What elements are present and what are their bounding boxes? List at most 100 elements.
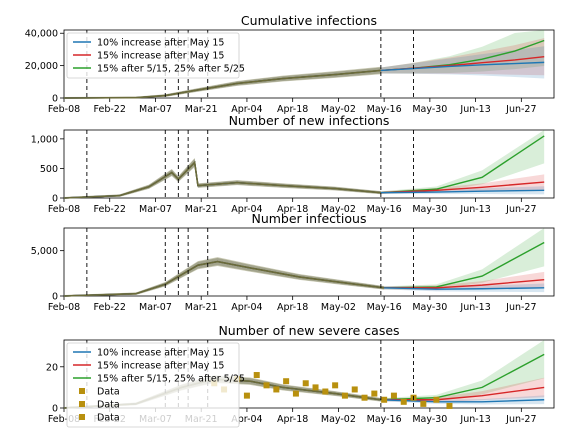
series-band xyxy=(64,38,545,98)
x-tick-label: Feb-08 xyxy=(48,414,80,425)
x-tick-label: Apr-04 xyxy=(231,414,262,425)
data-point xyxy=(420,400,427,407)
fit-band xyxy=(64,157,381,198)
fit-line xyxy=(63,260,385,297)
x-tick-label: Mar-21 xyxy=(185,104,218,115)
data-point xyxy=(243,392,250,399)
chart-title: Number infectious xyxy=(251,211,366,226)
x-tick-label: Jun-13 xyxy=(459,204,490,215)
legend-swatch xyxy=(79,388,85,394)
x-tick-label: May-02 xyxy=(321,104,356,115)
y-tick-label: 40,000 xyxy=(25,29,58,40)
plot-frame xyxy=(63,227,555,297)
chart-title: Cumulative infections xyxy=(241,13,377,28)
data-point xyxy=(302,380,309,387)
x-tick-label: May-02 xyxy=(321,414,356,425)
data-point xyxy=(351,386,358,393)
data-point xyxy=(341,392,348,399)
data-point xyxy=(400,398,407,405)
data-point xyxy=(253,372,260,379)
data-point xyxy=(322,388,329,395)
x-tick-label: Apr-04 xyxy=(231,204,262,215)
legend-box xyxy=(66,342,240,428)
fit-line xyxy=(63,160,381,199)
x-tick-label: May-30 xyxy=(412,414,447,425)
y-tick-label: 1,000 xyxy=(31,134,58,145)
x-tick-label: Apr-04 xyxy=(231,302,262,313)
legend-label: Data xyxy=(97,387,120,398)
y-tick-label: 5,000 xyxy=(31,246,58,257)
legend-label: 15% increase after May 15 xyxy=(97,361,224,372)
chart-title: Number of new infections xyxy=(229,113,390,128)
x-tick-label: Jun-27 xyxy=(505,104,536,115)
legend-label: Data xyxy=(97,400,120,411)
x-tick-label: Mar-07 xyxy=(139,204,172,215)
x-tick-label: May-02 xyxy=(321,302,356,313)
chart-title: Number of new severe cases xyxy=(218,323,399,338)
x-tick-label: May-16 xyxy=(367,302,402,313)
x-tick-label: Feb-08 xyxy=(48,302,80,313)
x-tick-label: Apr-04 xyxy=(231,104,262,115)
x-tick-label: Jun-13 xyxy=(459,302,490,313)
data-point xyxy=(371,390,378,397)
data-point xyxy=(292,390,299,397)
plot-frame xyxy=(63,339,555,409)
legend-swatch xyxy=(79,401,85,407)
chart-panel-3: Number infectious 0 5,000 Feb-08 Feb-22 Mar-0… xyxy=(31,211,555,313)
data-point xyxy=(446,402,453,409)
y-tick-label: 20 xyxy=(46,362,58,373)
x-tick-label: May-16 xyxy=(367,414,402,425)
x-tick-label: May-16 xyxy=(367,104,402,115)
x-tick-label: Mar-07 xyxy=(139,302,172,313)
x-tick-label: Jun-13 xyxy=(459,104,490,115)
y-tick-label: 0 xyxy=(52,94,58,105)
data-point xyxy=(390,392,397,399)
x-tick-label: May-16 xyxy=(367,204,402,215)
chart-panel-2: Number of new infections 0 500 1,000 Feb-08 F… xyxy=(31,113,555,215)
x-tick-label: Apr-18 xyxy=(277,204,308,215)
series-band xyxy=(64,46,545,98)
legend-label: 15% after 5/15, 25% after 5/25 xyxy=(97,374,245,385)
fit-band xyxy=(64,66,381,98)
y-tick-label: 500 xyxy=(40,164,58,175)
chart-panel-1: Cumulative infections 0 20,000 40,000 Feb-08… xyxy=(25,13,555,115)
data-point xyxy=(312,384,319,391)
data-point xyxy=(263,382,270,389)
x-tick-label: Feb-08 xyxy=(48,104,80,115)
series-band xyxy=(64,158,545,198)
x-tick-label: Jun-27 xyxy=(505,302,536,313)
data-point xyxy=(283,378,290,385)
x-tick-label: Mar-07 xyxy=(139,104,172,115)
data-point xyxy=(273,386,280,393)
y-tick-label: 0 xyxy=(52,404,58,415)
chart-panel-4: Number of new severe cases020Feb-08Feb-2… xyxy=(46,323,555,428)
x-tick-label: Apr-18 xyxy=(277,104,308,115)
x-tick-label: Feb-22 xyxy=(94,204,126,215)
data-point xyxy=(361,394,368,401)
data-point xyxy=(381,396,388,403)
series-band xyxy=(64,30,545,98)
data-point xyxy=(433,396,440,403)
plot-frame xyxy=(63,129,555,199)
legend-label: 15% increase after May 15 xyxy=(97,51,224,62)
y-tick-label: 0 xyxy=(52,292,58,303)
legend-label: 15% after 5/15, 25% after 5/25 xyxy=(97,64,245,75)
x-tick-label: Mar-21 xyxy=(185,204,218,215)
x-tick-label: May-30 xyxy=(412,104,447,115)
x-tick-label: May-02 xyxy=(321,204,356,215)
x-tick-label: Mar-21 xyxy=(185,302,218,313)
x-tick-label: May-30 xyxy=(412,302,447,313)
fit-band xyxy=(64,257,385,296)
series-band xyxy=(64,158,545,198)
x-tick-label: Jun-27 xyxy=(505,414,536,425)
legend-box xyxy=(66,32,240,79)
legend-label: 10% increase after May 15 xyxy=(97,348,224,359)
x-tick-label: Feb-22 xyxy=(94,302,126,313)
x-tick-label: Jun-27 xyxy=(505,204,536,215)
legend-label: 10% increase after May 15 xyxy=(97,38,224,49)
x-tick-label: May-30 xyxy=(412,204,447,215)
x-tick-label: Apr-18 xyxy=(277,302,308,313)
plot-frame xyxy=(63,29,555,99)
y-tick-label: 20,000 xyxy=(25,61,58,72)
